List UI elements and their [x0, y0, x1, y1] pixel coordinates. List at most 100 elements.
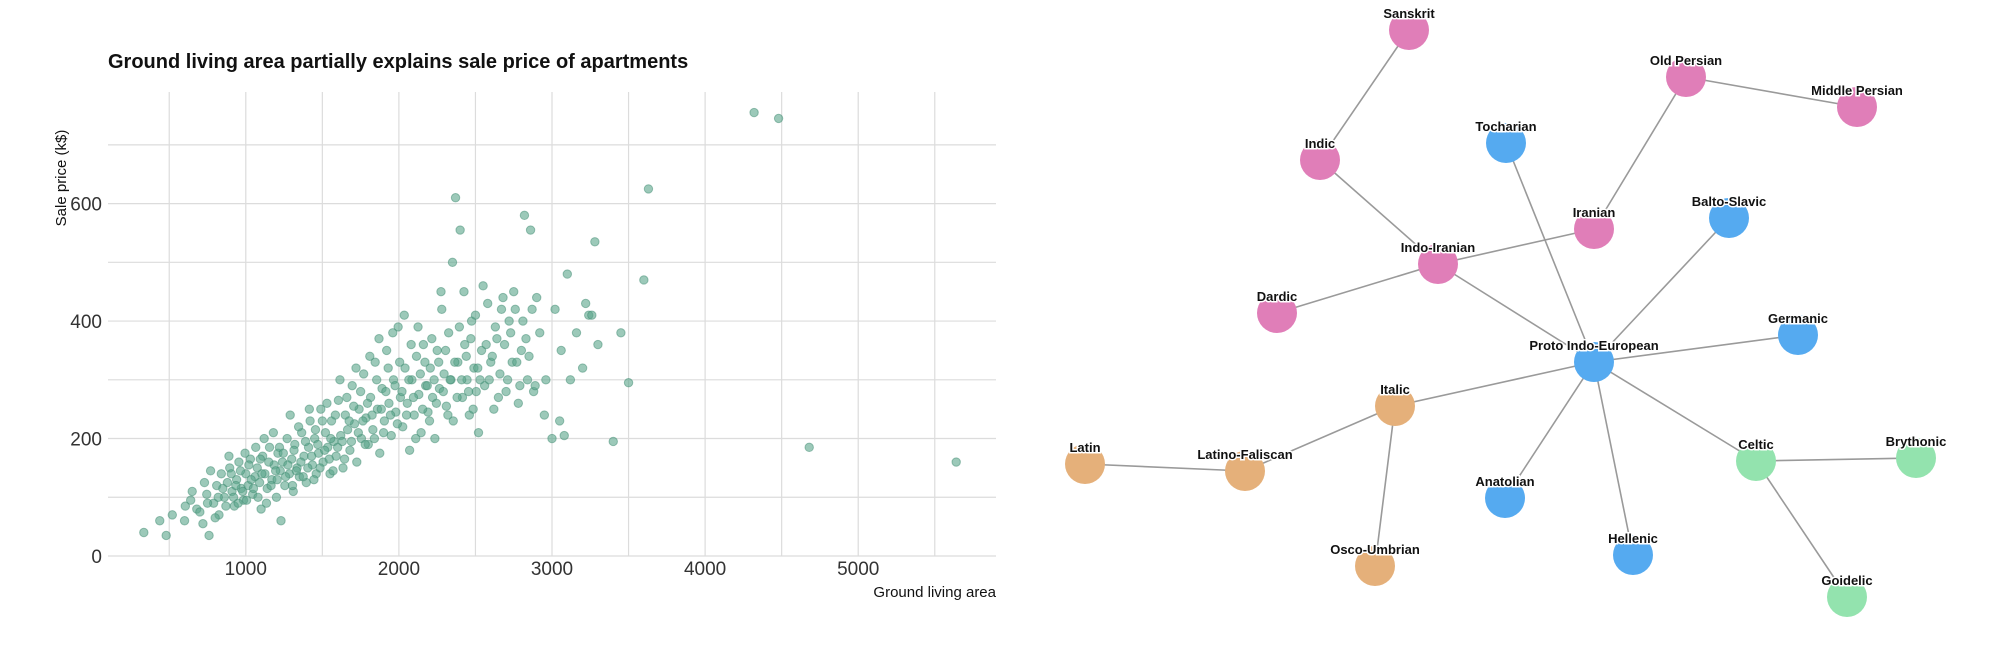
scatter-point — [418, 339, 429, 350]
scatter-point — [342, 425, 353, 435]
scatter-point — [355, 386, 366, 397]
network-edge — [1593, 361, 1757, 462]
scatter-point — [315, 463, 325, 473]
scatter-point — [443, 328, 454, 338]
scatter-point — [430, 433, 440, 444]
network-node — [1709, 198, 1749, 238]
scatter-point — [431, 398, 442, 408]
scatter-point — [224, 451, 234, 461]
network-edge — [1084, 463, 1246, 472]
scatter-point — [296, 457, 306, 467]
x-tick-label: 3000 — [531, 559, 573, 580]
scatter-point — [441, 401, 452, 411]
scatter-point — [271, 492, 282, 502]
scatter-point — [317, 416, 328, 426]
network-edge — [1374, 405, 1396, 567]
scatter-point — [362, 398, 373, 408]
scatter-point — [326, 433, 336, 444]
scatter-point — [385, 410, 396, 420]
scatter-point — [324, 454, 334, 464]
scatter-point — [459, 286, 469, 297]
scatter-point — [180, 501, 191, 511]
scatter-point — [305, 416, 315, 426]
scatter-point — [256, 504, 266, 514]
scatter-point — [490, 322, 501, 332]
network-node — [1418, 244, 1458, 284]
network-node-label: Old Persian — [1650, 53, 1722, 68]
network-node — [1257, 293, 1297, 333]
scatter-point — [386, 430, 396, 441]
scatter-point — [231, 480, 241, 491]
scatter-point — [519, 210, 530, 221]
scatter-point — [266, 480, 276, 491]
scatter-point — [280, 472, 291, 482]
scatter-point — [587, 310, 597, 320]
scatter-point — [530, 380, 540, 391]
scatter-point — [199, 477, 210, 488]
scatter-point — [303, 463, 313, 473]
scatter-point — [360, 439, 370, 450]
scatter-point — [198, 518, 208, 529]
scatter-point — [473, 363, 483, 373]
x-tick-label: 2000 — [378, 559, 420, 580]
network-node — [1778, 315, 1818, 355]
scatter-point — [345, 445, 355, 455]
scatter-point — [470, 310, 481, 320]
scatter-point — [434, 357, 444, 367]
scatter-point — [399, 310, 409, 320]
scatter-point — [393, 322, 403, 332]
scatter-point — [330, 410, 341, 420]
scatter-point — [369, 433, 380, 444]
scatter-point — [316, 404, 326, 414]
y-tick-label: 600 — [70, 195, 102, 216]
scatter-point — [531, 292, 542, 303]
scatter-point — [447, 257, 458, 268]
scatter-point — [593, 339, 603, 350]
network-node-label: Osco-Umbrian — [1330, 542, 1420, 557]
scatter-point — [319, 445, 330, 455]
network-edge — [1593, 217, 1730, 363]
scatter-point — [276, 516, 286, 526]
network-node-label: Tocharian — [1475, 119, 1536, 134]
scatter-point — [409, 410, 419, 420]
scatter-point — [257, 469, 267, 479]
scatter-point — [565, 375, 576, 385]
scatter-point — [437, 304, 447, 315]
scatter-point — [450, 193, 461, 203]
scatter-point — [313, 439, 323, 450]
scatter-point — [509, 286, 519, 297]
scatter-point — [283, 460, 293, 470]
scatter-point — [495, 369, 505, 379]
scatter-point — [205, 466, 216, 476]
scatter-point — [304, 404, 315, 414]
network-edge — [1437, 263, 1595, 363]
scatter-point — [466, 333, 476, 344]
scatter-point — [346, 436, 357, 447]
scatter-point — [370, 357, 380, 367]
scatter-point — [280, 480, 290, 491]
scatter-point — [524, 351, 534, 362]
scatter-point — [381, 386, 391, 397]
scatter-point — [450, 357, 460, 367]
scatter-point — [541, 375, 551, 385]
scatter-point — [187, 486, 197, 497]
scatter-point — [402, 398, 413, 408]
scatter-point — [556, 345, 566, 356]
scatter-point — [422, 380, 432, 391]
scatter-point — [244, 460, 254, 470]
scatter-point — [493, 392, 504, 403]
scatter-point — [468, 404, 478, 414]
scatter-point — [291, 466, 302, 476]
scatter-point — [416, 427, 426, 438]
scatter-point — [461, 351, 471, 362]
network-node-label: Dardic — [1257, 289, 1297, 304]
network-node — [1486, 123, 1526, 163]
scatter-point — [489, 404, 499, 414]
network-edge — [1755, 457, 1917, 462]
chart-title: Ground living area partially explains sa… — [108, 51, 688, 73]
network-edge — [1244, 405, 1396, 472]
scatter-point — [264, 457, 274, 467]
network-node-label: Middle Persian — [1811, 83, 1903, 98]
tick-layer: 1000 2000 3000 4000 5000 0 200 400 600 — [70, 195, 879, 580]
scatter-point — [512, 357, 522, 367]
